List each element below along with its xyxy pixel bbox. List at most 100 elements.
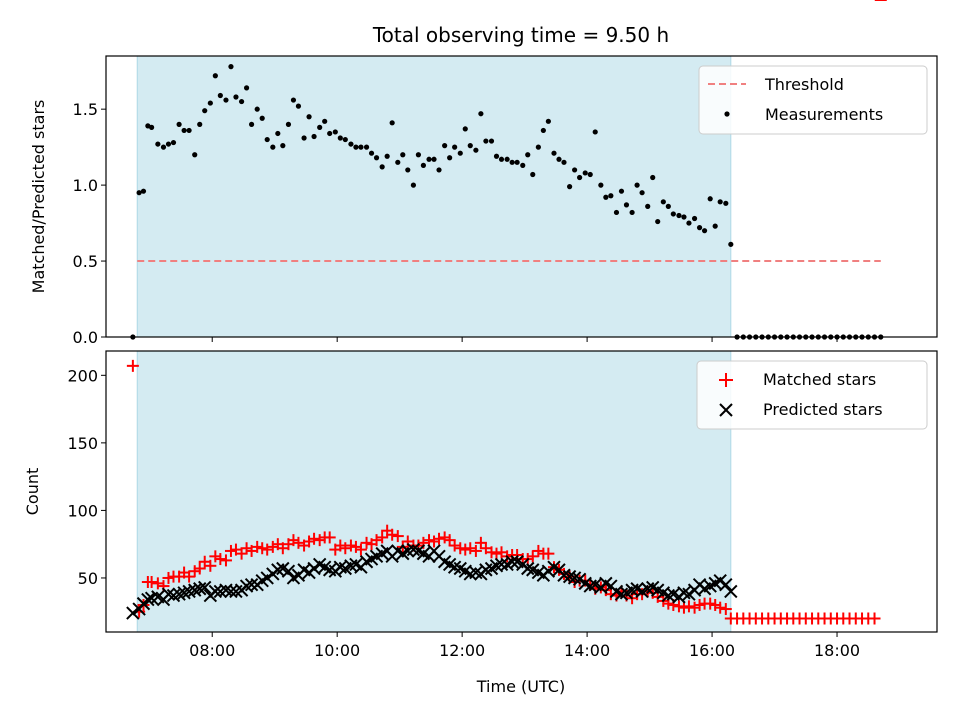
measurement-point xyxy=(368,150,375,156)
legend-entry-threshold: Threshold xyxy=(764,75,844,94)
predicted-point xyxy=(562,569,577,584)
x-tick-label: 08:00 xyxy=(189,641,235,660)
measurement-point xyxy=(582,170,588,176)
measurement-point xyxy=(160,144,167,150)
measurement-point xyxy=(306,114,312,120)
measurement-point xyxy=(259,115,265,121)
bottom-panel-ylabel: Count xyxy=(23,468,42,516)
measurement-point xyxy=(212,73,218,79)
matched-point xyxy=(193,562,206,575)
matched-point xyxy=(682,600,695,613)
matched-point xyxy=(464,542,477,555)
top-panel-ylabel: Matched/Predicted stars xyxy=(29,100,48,294)
measurement-point xyxy=(442,143,448,149)
matched-point xyxy=(183,570,196,583)
measurement-point xyxy=(353,144,359,150)
measurement-point xyxy=(723,200,729,206)
measurement-point xyxy=(264,136,270,143)
measurement-point xyxy=(728,241,734,247)
measurement-point xyxy=(155,141,161,147)
legend-box xyxy=(698,65,928,135)
measurement-point xyxy=(285,121,292,127)
measurement-point xyxy=(301,135,307,141)
measurement-point xyxy=(509,159,515,165)
bottom-panel-legend: Matched stars Predicted stars xyxy=(696,360,928,430)
matched-point xyxy=(868,612,881,625)
measurement-point xyxy=(311,133,317,140)
predicted-point xyxy=(141,592,155,607)
measurement-point xyxy=(389,120,395,126)
bottom-panel-x-axis: 08:00 10:00 12:00 14:00 16:00 18:00 xyxy=(189,632,860,660)
measurement-point xyxy=(676,212,682,219)
measurement-point xyxy=(426,156,432,162)
measurement-point xyxy=(415,152,422,158)
measurement-point xyxy=(717,199,723,205)
matched-point xyxy=(308,532,321,545)
predicted-point xyxy=(572,572,587,587)
measurement-point xyxy=(197,121,203,127)
measurement-point xyxy=(238,98,245,105)
y-tick-label: 50 xyxy=(78,569,98,588)
matched-point xyxy=(339,542,352,555)
matched-point xyxy=(204,559,217,572)
measurement-point xyxy=(400,152,406,158)
measurement-point xyxy=(348,141,354,147)
matched-point xyxy=(714,601,727,614)
measurement-point xyxy=(337,135,343,141)
measurement-point xyxy=(712,223,718,229)
x-tick-label: 14:00 xyxy=(564,641,610,660)
measurement-point xyxy=(520,162,526,168)
measurement-point xyxy=(603,194,609,200)
bottom-panel-marks xyxy=(126,0,887,625)
measurement-point xyxy=(535,144,541,150)
measurement-point xyxy=(707,196,713,202)
measurement-point xyxy=(373,155,380,161)
measurement-point xyxy=(577,174,583,181)
measurement-point xyxy=(170,139,177,146)
matched-point xyxy=(526,550,539,563)
predicted-point xyxy=(177,586,191,600)
measurement-point xyxy=(613,209,620,216)
predicted-point xyxy=(126,606,140,620)
measurement-point xyxy=(270,144,276,150)
measurement-point xyxy=(243,85,250,91)
matched-point xyxy=(292,536,305,549)
predicted-point xyxy=(469,565,483,580)
measurement-point xyxy=(478,111,484,117)
measurement-point xyxy=(561,159,567,165)
measurement-point xyxy=(420,162,427,168)
x-tick-label: 12:00 xyxy=(439,641,485,660)
top-panel-legend: Threshold Measurements xyxy=(698,65,928,135)
x-tick-label: 18:00 xyxy=(814,641,860,660)
predicted-legend-swatch xyxy=(719,403,733,417)
top-panel-x-ticks xyxy=(211,337,838,342)
measurement-point xyxy=(587,171,593,178)
x-axis-label: Time (UTC) xyxy=(476,677,565,696)
matched-point xyxy=(126,359,139,372)
measurement-point xyxy=(681,214,687,220)
measurement-point xyxy=(275,130,281,137)
measurement-point xyxy=(290,97,297,103)
matched-point xyxy=(151,577,164,590)
measurement-point xyxy=(254,106,260,112)
measurement-point xyxy=(567,184,573,190)
matched-point xyxy=(219,554,232,567)
top-panel-marks xyxy=(130,64,884,340)
measurement-point xyxy=(488,138,495,144)
predicted-point xyxy=(260,571,274,585)
y-tick-label: 200 xyxy=(67,366,98,385)
predicted-point xyxy=(713,573,727,588)
top-panel: 0.0 0.5 1.0 1.5 Matched/Predicted stars Thr… xyxy=(29,55,938,347)
y-tick-label: 100 xyxy=(67,501,98,520)
measurement-point xyxy=(650,174,656,181)
predicted-point xyxy=(172,587,186,601)
measurement-point xyxy=(530,171,536,178)
measurement-point xyxy=(598,182,604,188)
measurement-point xyxy=(207,100,213,106)
measurement-point xyxy=(395,159,401,165)
matched-point xyxy=(542,547,555,560)
measurement-point xyxy=(504,156,510,162)
y-tick-label: 1.0 xyxy=(73,176,98,195)
measurement-point xyxy=(473,147,479,153)
